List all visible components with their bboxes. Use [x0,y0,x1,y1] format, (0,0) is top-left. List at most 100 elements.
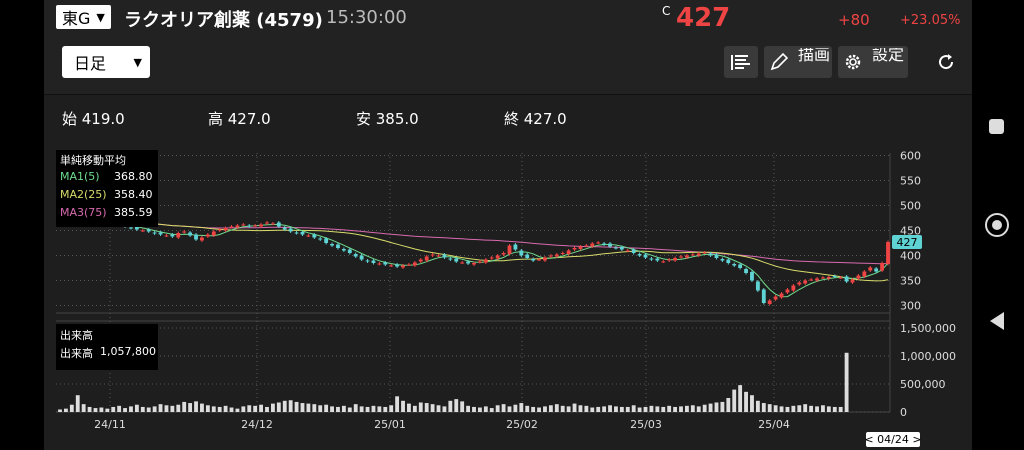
candle-body [300,232,305,235]
open-price: 始 419.0 [62,110,125,128]
volume-bar [572,403,577,412]
volume-bar [424,403,429,412]
home-icon[interactable] [985,213,1009,237]
candle-body [791,285,796,291]
volume-bar [270,403,275,412]
chart-app: 東G ▼ ラクオリア創薬 (4579) 15:30:00 C 427 +80 +2… [44,0,972,450]
candle-body [590,243,595,247]
candle-body [708,253,713,256]
candle-body [797,282,802,285]
candle-body [472,263,476,265]
candle-body [761,289,766,303]
candle-body [750,272,754,281]
volume-bar [667,405,672,412]
volume-bar [590,407,595,412]
volume-bar [182,401,187,412]
volume-bar [194,401,198,412]
candle-body [531,259,536,261]
candle-body [702,252,707,254]
candle-body [211,231,216,236]
volume-bar [466,405,471,412]
volume-bar [176,404,181,412]
candle-body [336,244,340,248]
volume-bar [578,405,583,412]
candle-body [548,255,553,257]
ma1-value: 368.80 [114,170,153,183]
volume-bar [602,406,607,412]
candle-body [330,244,334,246]
volume-bar [714,402,719,412]
volume-bar [501,404,506,412]
draw-button[interactable]: 描画 [764,46,832,78]
ma3-value: 385.59 [114,206,153,219]
market-selector[interactable]: 東G ▼ [56,5,111,29]
candle-body [158,232,163,235]
candle-body [602,243,607,245]
volume-bar [566,406,571,412]
candle-body [294,232,299,234]
price-tick-label: 300 [900,300,921,313]
candle-body [288,228,293,232]
volume-bar [684,405,689,412]
chart-background [44,145,972,450]
volume-bar [584,405,589,412]
market-label: 東G [62,9,91,28]
candle-body [525,254,530,258]
candle-body [430,254,435,256]
price-tick-label: 350 [900,275,921,288]
volume-bar [832,406,837,412]
volume-bar [815,406,819,412]
settings-button[interactable]: 設定 [838,46,908,78]
candle-body [809,279,814,281]
candle-body [371,260,376,263]
reload-icon[interactable] [936,52,956,72]
candle-body [188,232,193,236]
recent-apps-icon[interactable] [989,119,1004,134]
candle-body [720,259,725,261]
candle-body [276,222,281,227]
ma1-label: MA1(5) [60,170,100,183]
volume-bar [359,406,364,412]
volume-bar [123,408,127,412]
stock-header: 東G ▼ ラクオリア創薬 (4579) 15:30:00 C 427 +80 +2… [44,0,972,36]
candlestick-chart[interactable]: 600 550 500 450 400 350 300 1,500,000 1,000,000 5… [44,145,972,450]
price-tick-label: 450 [900,225,921,238]
candle-body [862,271,867,277]
volume-bar [560,405,565,412]
price-tick-label: 500 [900,200,921,213]
candle-body [164,235,169,237]
volume-bar [81,404,86,412]
volume-bar [205,405,210,412]
volume-bar [300,403,305,412]
volume-bar [140,406,145,412]
volume-bar [744,391,748,412]
volume-bar [543,406,547,412]
volume-bar [347,407,352,412]
volume-bar [241,406,246,412]
candle-body [170,234,175,237]
pencil-icon [770,52,789,71]
volume-bar [217,406,222,412]
volume-bar [507,406,512,412]
candle-body [744,269,748,273]
candle-body [614,247,618,249]
volume-value: 1,057,800 [100,345,156,358]
volume-bar [537,407,541,412]
back-icon[interactable] [990,312,1004,330]
volume-bar [229,407,234,412]
volume-bar [649,405,654,412]
period-selector[interactable]: 日足 ▼ [62,46,150,78]
candle-body [684,255,689,258]
candle-body [247,225,252,227]
candle-body [182,231,187,233]
indicator-list-button[interactable] [724,46,758,78]
volume-bar [821,405,825,412]
volume-bar [211,406,216,412]
candle-body [359,255,364,260]
candle-body [140,230,145,232]
candle-body [803,280,808,284]
candle-body [631,249,636,253]
volume-bar [188,403,193,412]
candle-body [844,276,849,282]
candle-body [637,254,642,256]
